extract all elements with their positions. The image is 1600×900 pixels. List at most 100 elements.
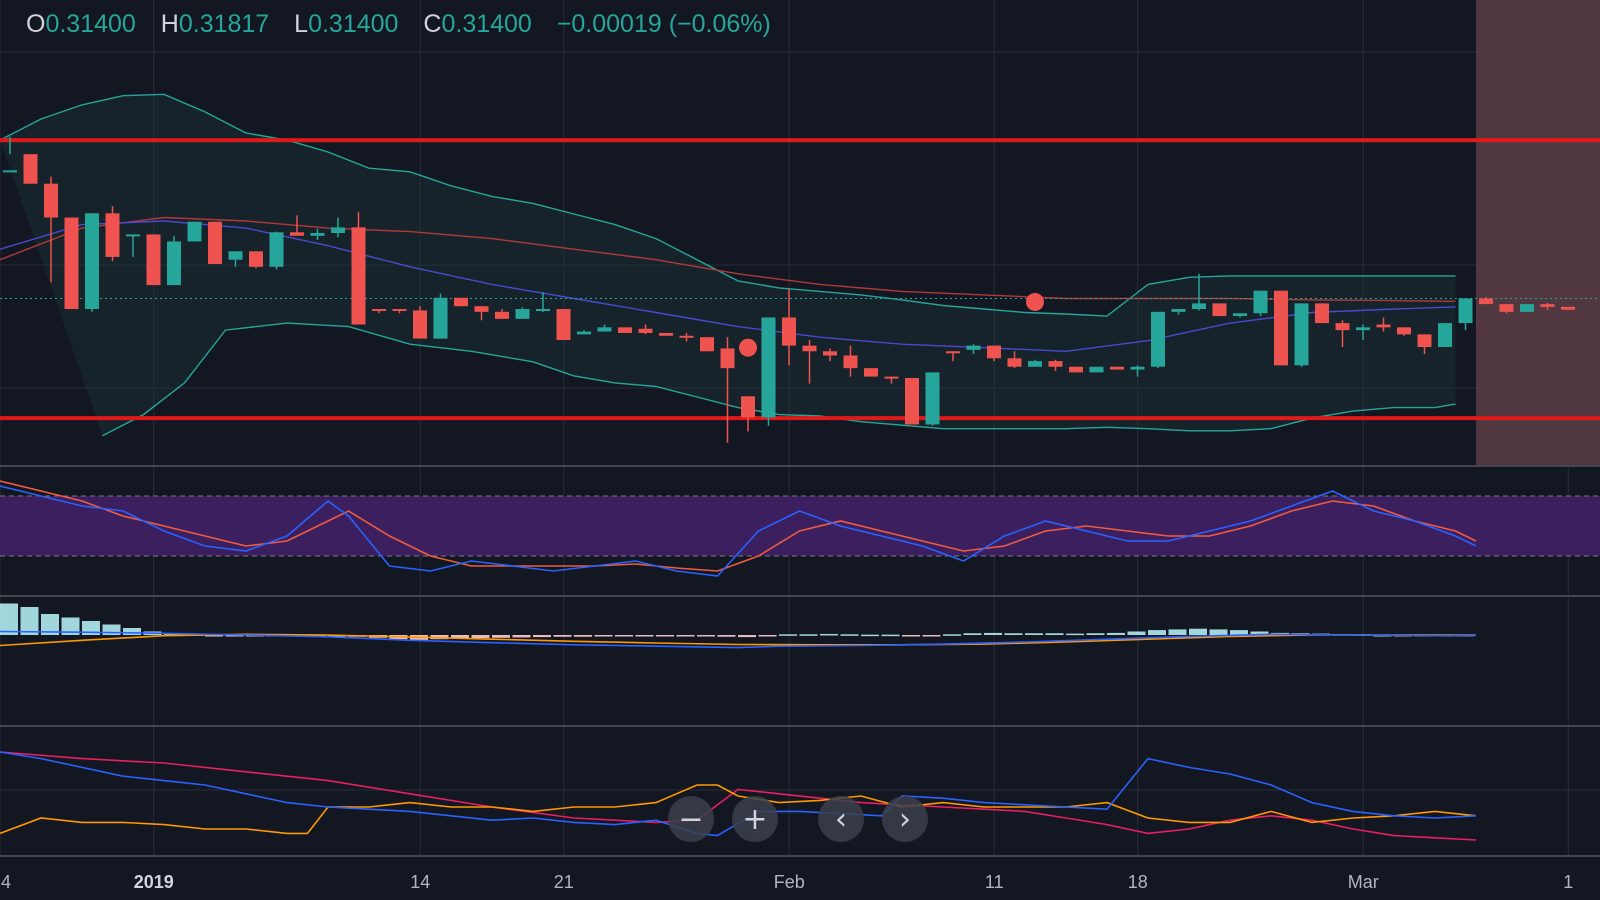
macd-histogram-bar (471, 635, 490, 639)
macd-histogram-bar (1168, 629, 1187, 635)
macd-histogram-bar (1127, 631, 1146, 635)
moving-average-blue (0, 220, 1456, 353)
candle-body (966, 345, 981, 350)
stochastic-band (0, 496, 1600, 556)
macd-histogram-bar (0, 603, 18, 635)
scroll-left-button[interactable]: ‹ (818, 796, 864, 842)
zoom-in-button[interactable]: + (732, 796, 778, 842)
candle-body (597, 327, 612, 332)
candle-body (208, 221, 222, 264)
candle-body (556, 309, 571, 340)
x-tick-label: 1 (1563, 872, 1574, 892)
x-tick-label: Feb (773, 872, 805, 892)
candle-body (1376, 324, 1391, 328)
candle-body (823, 351, 837, 356)
candle-body (1540, 304, 1555, 307)
candle-body (64, 217, 79, 310)
candle-body (987, 345, 1001, 359)
candle-body (1048, 361, 1063, 367)
candle-body (1130, 366, 1145, 370)
signal-marker (739, 338, 757, 357)
candle-body (105, 213, 120, 257)
candle-body (187, 221, 202, 242)
candle-body (23, 154, 38, 184)
macd-histogram-bar (902, 635, 920, 637)
macd-histogram-bar (635, 635, 654, 637)
price-pane[interactable] (0, 93, 1600, 443)
candle-body (1294, 303, 1309, 366)
future-shade (1476, 0, 1600, 466)
macd-histogram-bar (799, 634, 818, 636)
macd-histogram-bar (594, 635, 613, 637)
macd-histogram-bar (738, 635, 756, 638)
change-value: −0.00019 (−0.06%) (556, 10, 771, 38)
candle-body (843, 355, 858, 369)
macd-histogram-bar (984, 632, 1002, 635)
macd-histogram-bar (1250, 631, 1269, 635)
macd-histogram-bar (512, 635, 531, 638)
x-tick-label: 21 (553, 872, 574, 892)
macd-histogram-bar (225, 635, 244, 637)
candle-body (1561, 306, 1575, 310)
candle-body (269, 232, 284, 267)
candle-body (433, 297, 448, 339)
macd-histogram-bar (1107, 632, 1125, 635)
candle-body (802, 345, 817, 352)
candle-body (1171, 309, 1186, 312)
candle-body (864, 368, 878, 377)
candle-body (3, 170, 17, 173)
candle-body (495, 311, 509, 319)
candle-body (700, 337, 714, 352)
macd-histogram-bar (922, 635, 941, 637)
candle-body (1417, 334, 1432, 348)
x-tick-label: 18 (1127, 872, 1148, 892)
macd-histogram-bar (20, 607, 39, 635)
macd-histogram-bar (1209, 629, 1228, 635)
pane-separators[interactable] (0, 465, 1600, 857)
candle-body (1315, 303, 1329, 324)
candle-body (290, 232, 304, 236)
candle-body (577, 331, 591, 335)
macd-histogram-bar (697, 635, 715, 637)
open-value: 0.31400 (45, 10, 136, 38)
candle-body (331, 227, 345, 233)
x-tick-label: 4 (0, 872, 12, 892)
stochastic-pane[interactable] (0, 480, 1600, 577)
macd-histogram-bar (41, 614, 59, 635)
candle-body (1089, 366, 1104, 373)
macd-histogram-bar (1189, 628, 1207, 635)
candle-body (454, 297, 468, 307)
candle-body (392, 309, 407, 312)
zoom-out-button[interactable]: − (668, 796, 714, 842)
candle-body (925, 372, 940, 425)
candle-body (372, 309, 386, 312)
zoom-controls: − + ‹ › (668, 796, 948, 846)
candle-body (44, 183, 58, 218)
candle-body (228, 251, 243, 260)
candle-body (1007, 358, 1022, 367)
low-label: L (294, 10, 309, 38)
candle-body (1069, 366, 1083, 373)
stochastic-k-line (0, 485, 1477, 577)
macd-histogram-bar (1004, 633, 1023, 635)
candle-body (782, 317, 796, 346)
candle-body (310, 233, 325, 236)
candle-body (1192, 303, 1206, 310)
macd-histogram-bar (123, 628, 141, 635)
candle-body (1151, 311, 1165, 367)
scroll-right-button[interactable]: › (882, 796, 928, 842)
candle-body (249, 251, 263, 267)
macd-histogram-bar (61, 617, 80, 635)
stochastic-d-line (0, 480, 1477, 572)
candle-body (1110, 366, 1124, 370)
macd-pane[interactable] (0, 603, 1477, 649)
macd-line (0, 630, 1477, 649)
close-label: C (423, 10, 442, 38)
macd-histogram-bar (1025, 633, 1043, 635)
macd-histogram-bar (861, 634, 879, 637)
x-tick-label: 2019 (133, 872, 174, 892)
macd-histogram-bar (840, 634, 859, 636)
macd-histogram-bar (1148, 630, 1166, 635)
